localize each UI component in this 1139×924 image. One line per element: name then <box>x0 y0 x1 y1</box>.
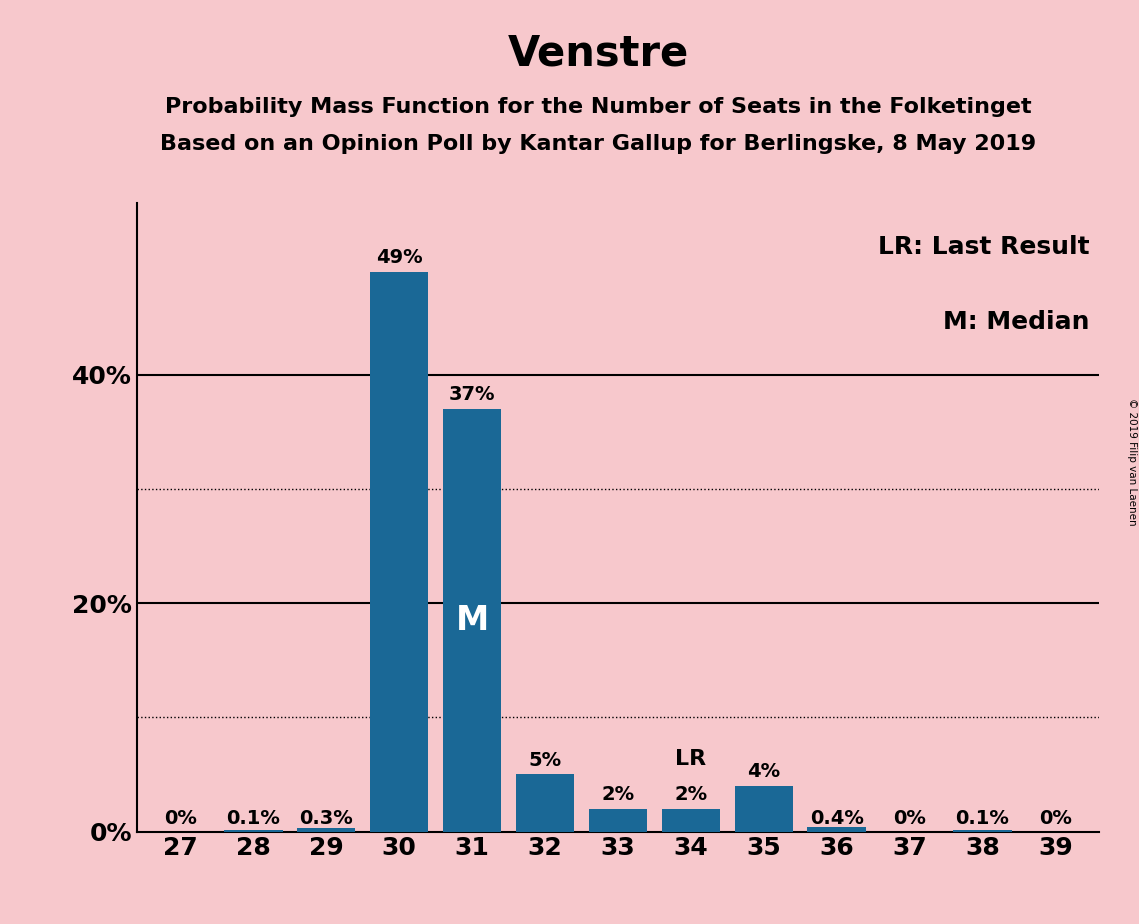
Text: © 2019 Filip van Laenen: © 2019 Filip van Laenen <box>1126 398 1137 526</box>
Text: 49%: 49% <box>376 249 423 267</box>
Text: LR: LR <box>675 748 706 769</box>
Bar <box>808 827 866 832</box>
Text: 0.1%: 0.1% <box>956 809 1009 828</box>
Text: 0%: 0% <box>164 809 197 828</box>
Text: 4%: 4% <box>747 762 780 782</box>
Text: 0.4%: 0.4% <box>810 809 863 828</box>
Bar <box>443 409 501 832</box>
Bar <box>953 831 1011 832</box>
Bar <box>370 272 428 832</box>
Text: 0.1%: 0.1% <box>227 809 280 828</box>
Text: Based on an Opinion Poll by Kantar Gallup for Berlingske, 8 May 2019: Based on an Opinion Poll by Kantar Gallu… <box>159 134 1036 154</box>
Text: 0%: 0% <box>893 809 926 828</box>
Bar <box>589 808 647 832</box>
Bar <box>735 786 793 832</box>
Text: Venstre: Venstre <box>507 32 689 74</box>
Text: 2%: 2% <box>601 785 634 804</box>
Text: 5%: 5% <box>528 751 562 770</box>
Text: 0.3%: 0.3% <box>300 809 353 828</box>
Text: LR: Last Result: LR: Last Result <box>878 235 1090 259</box>
Bar <box>516 774 574 832</box>
Bar <box>297 828 355 832</box>
Text: 37%: 37% <box>449 385 495 405</box>
Text: 0%: 0% <box>1039 809 1072 828</box>
Text: Probability Mass Function for the Number of Seats in the Folketinget: Probability Mass Function for the Number… <box>165 97 1031 117</box>
Text: M: Median: M: Median <box>943 310 1090 334</box>
Text: M: M <box>456 603 489 637</box>
Bar <box>662 808 720 832</box>
Text: 2%: 2% <box>674 785 707 804</box>
Bar <box>224 831 282 832</box>
